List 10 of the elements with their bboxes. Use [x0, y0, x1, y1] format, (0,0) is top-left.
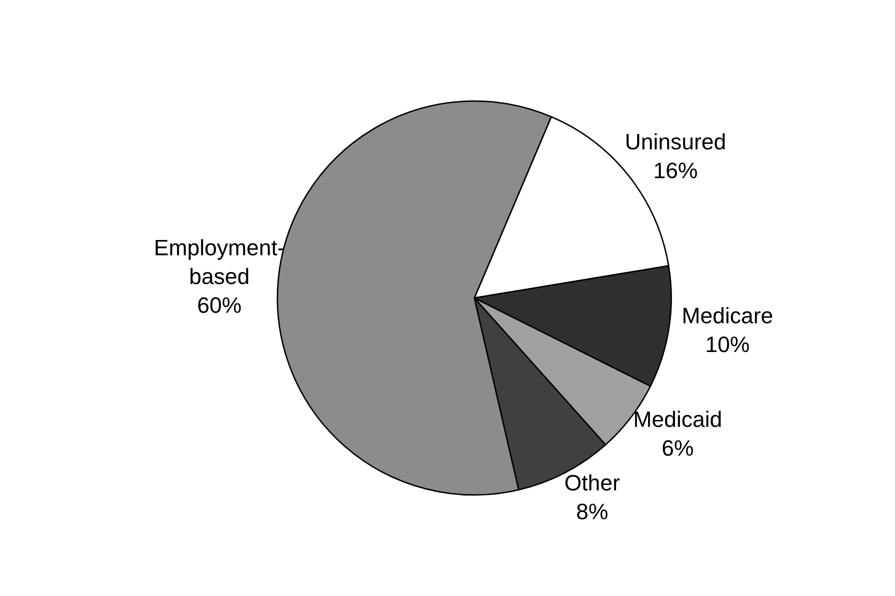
slice-label: Uninsured — [626, 133, 725, 150]
data-label: 6% — [662, 440, 693, 456]
slice-label: Medicare — [684, 307, 772, 324]
data-label: 60% — [198, 297, 241, 313]
data-label: 10% — [706, 336, 749, 352]
data-label: 8% — [577, 504, 608, 520]
slice-label: Other — [565, 474, 620, 491]
data-label: 16% — [654, 162, 697, 178]
slice-label: Employment- based — [156, 239, 284, 284]
slice-label: Medicaid — [635, 410, 721, 428]
